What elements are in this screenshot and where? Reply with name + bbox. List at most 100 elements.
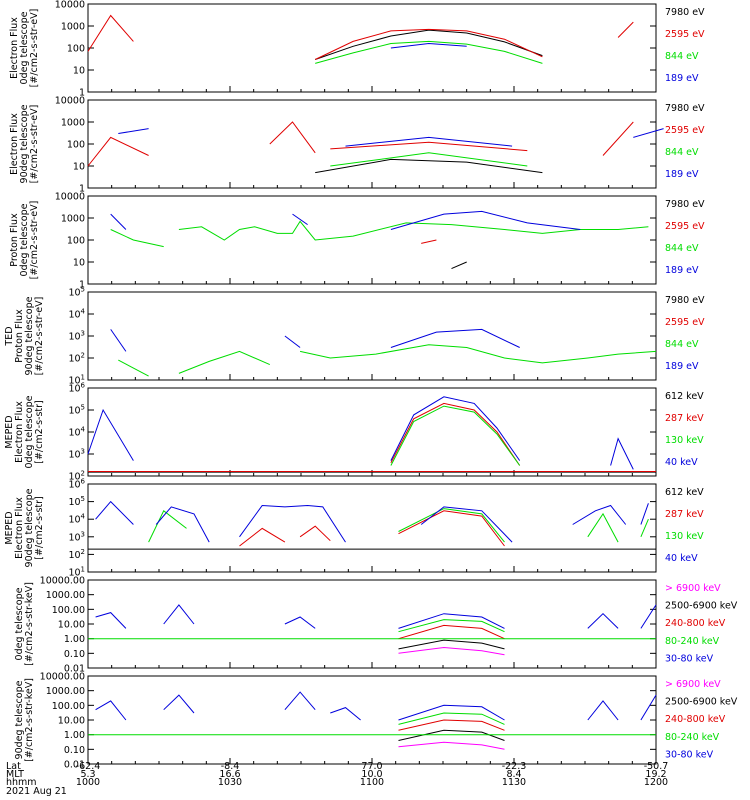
footer-label-hhmm: hhmm: [6, 777, 37, 788]
legend: > 6900 keV 2500-6900 keV 240-800 keV 80-240…: [665, 583, 738, 664]
legend-entry: 40 keV: [665, 553, 698, 564]
series-line: [572, 504, 627, 525]
legend-entry: 30-80 keV: [665, 749, 714, 760]
y-axis-label-line: [#/cm2-s-str-eV]: [34, 297, 45, 376]
footer-label-lat: Lat: [6, 761, 21, 772]
series-line: [602, 121, 634, 156]
series-line: [284, 691, 316, 711]
series-line: [390, 210, 581, 230]
panel-frame: [87, 291, 657, 381]
footer-mlt-value: 5.3: [80, 769, 95, 780]
series-line: [587, 700, 619, 721]
series-line: [398, 646, 505, 656]
legend-entry: 7980 eV: [665, 199, 705, 210]
y-tick-label: 102: [68, 352, 85, 365]
footer-lat-value: -50.7: [644, 761, 669, 772]
series-line: [398, 719, 505, 731]
series-line: [292, 213, 308, 226]
y-axis-label-line: [#/cm2-s-str]: [34, 496, 45, 559]
footer-mlt-value: 19.2: [645, 769, 666, 780]
series-line: [640, 503, 649, 525]
series-group: [87, 396, 656, 473]
footer-lat-value: -62.4: [76, 761, 101, 772]
legend-entry: 2595 eV: [665, 317, 705, 328]
series-line: [110, 229, 164, 248]
series-line: [269, 121, 316, 154]
series-line: [398, 712, 505, 725]
y-tick-label: 100.00: [52, 701, 85, 712]
series-line: [110, 329, 127, 352]
y-tick-label: 10000: [55, 192, 85, 203]
y-tick-label: 1: [79, 280, 85, 291]
y-tick-label: 104: [68, 513, 85, 526]
y-tick-label: 103: [68, 448, 85, 461]
y-tick-label: 100: [67, 44, 85, 55]
series-line: [587, 512, 619, 543]
y-tick-label: 1: [79, 184, 85, 195]
series-line: [398, 704, 505, 721]
series-line: [95, 700, 127, 721]
series-line: [345, 136, 513, 147]
legend-entry: 7980 eV: [665, 103, 705, 114]
y-tick-label: 10000.00: [40, 672, 85, 683]
footer-lat-value: -8.4: [221, 761, 240, 772]
series-line: [610, 437, 634, 470]
footer-label-mlt: MLT: [6, 769, 24, 780]
series-line: [390, 405, 521, 466]
series-line: [299, 344, 657, 364]
legend-entry: 240-800 keV: [665, 714, 726, 725]
legend-entry: 844 eV: [665, 243, 699, 254]
series-line: [315, 29, 543, 60]
series-line: [398, 624, 505, 640]
y-tick-label: 1000: [61, 118, 85, 129]
panel-frame: [87, 675, 657, 765]
series-line: [587, 613, 619, 629]
y-tick-label: 103: [68, 330, 85, 343]
y-tick-label: 102: [68, 548, 85, 561]
series-line: [330, 141, 528, 152]
series-line: [640, 519, 649, 537]
series-line: [87, 14, 134, 52]
y-tick-label: 1.00: [64, 730, 85, 741]
y-axis-label-line: TED: [4, 326, 15, 346]
y-axis-label: MEPED Electron Flux 0deg telescope [#/cm2-s…: [4, 395, 45, 468]
y-axis-label: MEPED Electron Flux 90deg telescope [#/cm2-…: [4, 488, 45, 567]
y-tick-label: 10.00: [58, 716, 85, 727]
y-tick-label: 105: [68, 495, 85, 508]
series-line: [87, 136, 149, 167]
y-tick-label: 105: [68, 286, 85, 299]
y-tick-label: 0.01: [64, 760, 85, 771]
legend: 612 keV 287 keV 130 keV 40 keV: [665, 487, 704, 564]
series-line: [640, 604, 657, 629]
legend: 612 keV 287 keV 130 keV 40 keV: [665, 391, 704, 468]
y-axis-label-line: [#/cm2-s-str-eV]: [29, 201, 40, 280]
legend-entry: 287 keV: [665, 413, 704, 424]
y-axis-label-line: 90deg telescope: [24, 296, 35, 375]
legend-entry: 844 eV: [665, 147, 699, 158]
y-tick-label: 10000.00: [40, 576, 85, 587]
y-axis-label: 90deg telescope [#/cm2-s-str-keV]: [14, 678, 35, 762]
legend-entry: 2500-6900 keV: [665, 697, 738, 708]
footer-lat-value: -22.3: [502, 761, 527, 772]
y-tick-label: 10000: [55, 0, 85, 11]
legend: 7980 eV 2595 eV 844 eV 189 eV: [665, 295, 705, 372]
panel-7: 0.01 0.10 1.00 10.00 100.00 1000.00 10000.00 0d…: [14, 576, 738, 675]
legend-entry: 30-80 keV: [665, 653, 714, 664]
series-line: [155, 506, 210, 543]
y-axis-label-line: [#/cm2-s-str-keV]: [24, 582, 35, 666]
panel-8: 0.01 0.10 1.00 10.00 100.00 1000.00 10000.00 90…: [14, 672, 738, 771]
series-line: [315, 40, 543, 64]
legend-entry: 612 keV: [665, 391, 704, 402]
legend-entry: > 6900 keV: [665, 679, 721, 690]
series-line: [178, 350, 270, 374]
y-tick-label: 100: [67, 140, 85, 151]
y-axis-label-line: Proton Flux: [14, 309, 25, 363]
panel-frame: [87, 387, 657, 477]
y-tick-label: 1000: [61, 22, 85, 33]
y-axis-label-line: 90deg telescope: [24, 488, 35, 567]
